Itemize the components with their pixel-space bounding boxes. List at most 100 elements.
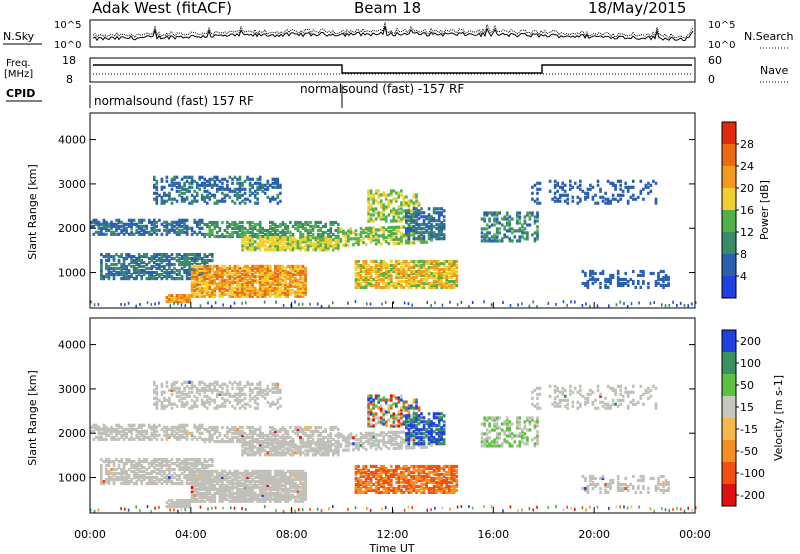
velocity-cell [188,474,191,478]
power-cell [523,237,527,241]
velocity-cell [301,451,305,455]
velocity-cell [271,443,275,447]
power-cell [299,288,302,292]
power-cell [584,191,587,195]
velocity-cell [120,470,123,474]
power-cell [382,217,385,221]
power-cell [266,232,270,237]
power-cell [415,211,418,215]
power-cell [417,225,421,229]
power-cell [231,232,234,237]
velocity-cell [276,443,280,447]
velocity-cell [246,487,249,491]
power-cell [379,269,383,274]
velocity-cell [233,485,237,489]
velocity-cell [344,438,348,442]
power-cell [284,282,287,286]
velocity-cell [251,499,254,503]
power-cell [226,280,229,284]
power-cell [271,222,275,227]
velocity-cell [261,483,264,487]
noise-search-trace [92,22,694,39]
velocity-cell [311,441,315,445]
power-cell [536,211,539,215]
velocity-cell [377,443,380,447]
velocity-cell [110,476,113,480]
velocity-cell [339,434,343,438]
power-cell [203,272,206,276]
velocity-cell [105,468,108,472]
power-cell [379,273,383,278]
power-cell [228,290,232,294]
power-cell [281,228,285,233]
power-cell [420,227,423,231]
power-cell [246,282,249,286]
velocity-cell [306,435,310,440]
power-cell [390,277,393,282]
power-cell [372,209,375,213]
power-cell [410,231,413,235]
power-cell [165,232,169,236]
power-cell [599,189,602,193]
power-cell [430,265,433,270]
power-cell [407,225,411,229]
velocity-cell [105,433,108,437]
power-cell [124,303,126,307]
velocity-cell [206,466,209,470]
velocity-cell [135,464,138,468]
velocity-cell [256,483,259,487]
power-cell [198,266,201,270]
power-cell [412,269,416,274]
power-cell [185,232,189,236]
power-cell [508,221,512,225]
power-cell [284,284,287,288]
power-cell [364,267,368,272]
power-cell [490,235,494,239]
velocity-cell [263,491,267,495]
power-cell [304,226,307,231]
power-cell [384,273,388,278]
power-cell [374,217,378,221]
velocity-cell [311,431,315,436]
velocity-cell [405,444,408,448]
velocity-cell [213,439,217,444]
power-cell [304,290,307,294]
velocity-cell [216,491,219,495]
power-cell [253,201,257,205]
power-cell [624,281,627,286]
power-cell [366,302,368,306]
power-cell [180,255,184,259]
power-cell [243,266,247,270]
velocity-cell [261,435,264,440]
velocity-cell [216,471,219,475]
power-cell [261,284,264,288]
power-cell [206,274,209,278]
velocity-cell [243,449,247,453]
power-cell [652,271,655,276]
power-cell [309,236,312,240]
power-cell [647,185,650,189]
power-cell [203,261,206,265]
power-cell [311,236,315,240]
velocity-cell [379,447,383,451]
power-cell [269,183,272,187]
power-cell [175,294,179,298]
velocity-cell [324,429,327,434]
power-cell [216,264,219,268]
power-cell [291,272,295,276]
power-cell [412,241,416,245]
power-cell [238,276,242,280]
velocity-cell [241,499,244,503]
power-cell [296,226,300,231]
velocity-cell [140,476,143,480]
power-cell [437,267,441,272]
power-cell [248,189,252,193]
velocity-cell [379,431,383,435]
velocity-cell [200,483,204,487]
velocity-cell [258,427,262,432]
velocity-cell [253,431,257,436]
velocity-cell [271,427,275,432]
power-cell [531,191,534,195]
power-cell [223,199,227,203]
power-cell [243,179,247,183]
